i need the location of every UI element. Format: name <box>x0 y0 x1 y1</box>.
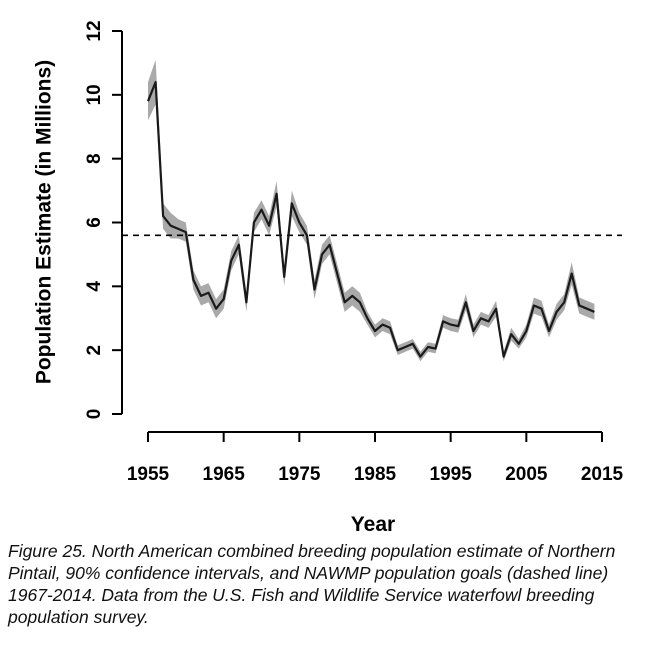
x-tick-label: 1975 <box>278 464 321 485</box>
confidence-band-layer <box>148 59 595 362</box>
x-axis-ticks: 1955 1965 1975 1985 1995 2005 2015 <box>127 432 624 485</box>
confidence-interval-band <box>148 59 595 362</box>
y-tick-label: 4 <box>84 281 105 292</box>
y-tick-label: 6 <box>84 217 105 228</box>
population-estimate-line <box>146 80 595 358</box>
x-tick-label: 1985 <box>354 464 397 485</box>
estimate-line-layer <box>146 80 595 358</box>
figure-caption: Figure 25. North American combined breed… <box>8 541 616 627</box>
y-tick-label: 8 <box>84 153 105 164</box>
y-axis-ticks: 0 2 4 6 8 10 12 <box>84 20 122 419</box>
y-tick-label: 12 <box>84 20 105 41</box>
y-tick-label: 10 <box>84 84 105 105</box>
population-chart: 0 2 4 6 8 10 12 1955 1965 1975 1985 1995 2005 2015 Y… <box>33 20 624 536</box>
x-axis-title: Year <box>351 513 395 536</box>
y-tick-label: 0 <box>84 409 105 420</box>
x-tick-label: 2015 <box>581 464 624 485</box>
x-tick-label: 1995 <box>430 464 473 485</box>
x-tick-label: 1955 <box>127 464 170 485</box>
y-axis-title: Population Estimate (in Millions) <box>33 60 56 384</box>
y-tick-label: 2 <box>84 345 105 356</box>
x-tick-label: 2005 <box>505 464 548 485</box>
x-tick-label: 1965 <box>203 464 246 485</box>
